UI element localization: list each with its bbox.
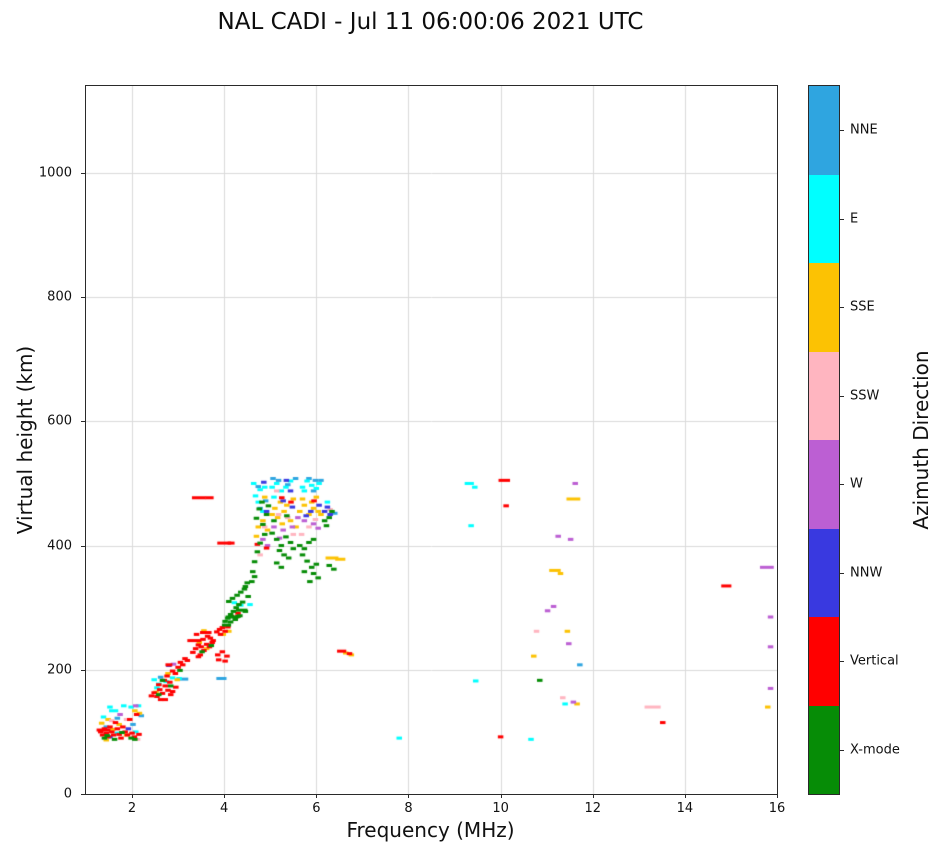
x-tick-label: 6 — [312, 801, 321, 816]
colorbar-tick — [840, 307, 844, 309]
x-tick-label: 2 — [127, 801, 137, 816]
y-tick-mark — [81, 421, 85, 423]
x-tick-label: 14 — [676, 801, 694, 816]
y-tick-label: 600 — [47, 413, 72, 429]
colorbar-tick — [840, 572, 844, 574]
colorbar-segment-e — [809, 174, 839, 263]
colorbar-tick — [840, 749, 844, 751]
colorbar-label-vertical: Vertical — [850, 653, 899, 669]
colorbar-title: Azimuth Direction — [909, 350, 933, 530]
x-tick-mark — [684, 794, 686, 798]
y-tick-mark — [81, 172, 85, 174]
colorbar-labels: NNE E SSE SSW W NNW Vertical X-mode — [840, 86, 950, 796]
y-tick-mark — [81, 669, 85, 671]
page-title: NAL CADI - Jul 11 06:00:06 2021 UTC — [217, 9, 644, 35]
x-tick-mark — [500, 794, 502, 798]
plot-area — [85, 85, 778, 795]
y-axis: 0 200 400 600 800 1000 — [0, 86, 85, 802]
y-tick-mark — [81, 545, 85, 547]
colorbar-tick — [840, 395, 844, 397]
colorbar — [808, 85, 840, 795]
x-tick-mark — [408, 794, 410, 798]
colorbar-segment-nne — [809, 86, 839, 175]
y-tick-mark — [81, 794, 85, 795]
colorbar-segment-vertical — [809, 617, 839, 706]
x-tick-mark — [316, 794, 318, 798]
colorbar-segment-sse — [809, 263, 839, 352]
colorbar-label-nnw: NNW — [850, 565, 883, 581]
colorbar-label-w: W — [850, 476, 863, 492]
colorbar-label-ssw: SSW — [850, 388, 880, 404]
x-axis: 2 4 6 8 10 12 14 16 — [86, 794, 785, 828]
x-tick-mark — [592, 794, 594, 798]
y-tick-label: 1000 — [38, 165, 72, 181]
x-tick-label: 12 — [584, 801, 601, 816]
colorbar-label-x-mode: X-mode — [850, 742, 900, 758]
y-tick-label: 200 — [47, 662, 72, 678]
colorbar-tick — [840, 130, 844, 132]
colorbar-segment-nnw — [809, 528, 839, 617]
colorbar-segment-ssw — [809, 351, 839, 440]
colorbar-label-nne: NNE — [850, 122, 878, 138]
y-tick-label: 0 — [63, 786, 72, 802]
colorbar-tick — [840, 218, 844, 220]
x-tick-mark — [224, 794, 226, 798]
x-axis-label: Frequency (MHz) — [346, 818, 515, 842]
colorbar-tick — [840, 484, 844, 486]
colorbar-segment-x-mode — [809, 705, 839, 794]
y-tick-mark — [81, 297, 85, 299]
x-tick-mark — [132, 794, 134, 798]
colorbar-label-sse: SSE — [850, 299, 875, 315]
x-tick-label: 16 — [768, 801, 786, 816]
y-tick-label: 800 — [47, 289, 72, 305]
colorbar-tick — [840, 661, 844, 663]
y-tick-label: 400 — [47, 538, 72, 554]
x-tick-mark — [777, 794, 778, 798]
y-axis-label: Virtual height (km) — [13, 345, 37, 535]
x-tick-label: 8 — [404, 801, 413, 816]
colorbar-segment-w — [809, 440, 839, 529]
colorbar-label-e: E — [850, 211, 859, 227]
x-tick-label: 10 — [492, 801, 509, 816]
ionogram-canvas — [86, 86, 777, 794]
x-tick-label: 4 — [220, 801, 229, 816]
